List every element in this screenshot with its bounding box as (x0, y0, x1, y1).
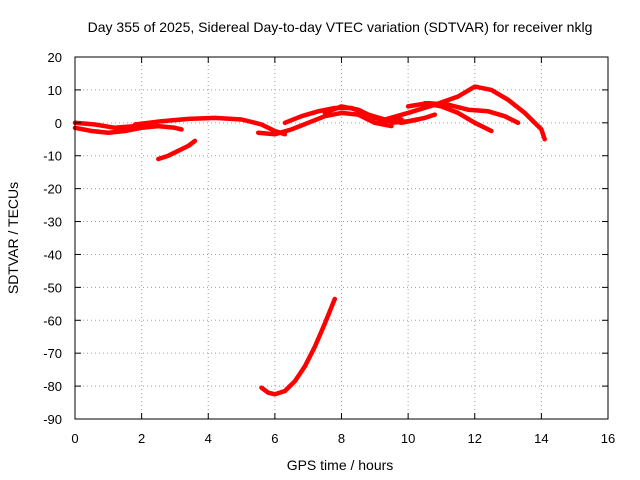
chart-title: Day 355 of 2025, Sidereal Day-to-day VTE… (88, 19, 593, 35)
chart: 0 2 4 6 8 10 12 14 16 20 10 0 -10 -20 -30 -40 -50 -60 -70 -… (0, 0, 640, 480)
series-arc-4 (158, 141, 195, 159)
x-axis-label: GPS time / hours (287, 457, 394, 473)
x-tick-label: 10 (401, 431, 415, 446)
y-tick-label: -70 (43, 346, 62, 361)
x-tick-label: 4 (205, 431, 212, 446)
y-tick-label: 20 (48, 50, 62, 65)
x-tick-label: 2 (138, 431, 145, 446)
y-tick-label: -20 (43, 182, 62, 197)
series-arc-12 (262, 299, 335, 394)
y-tick-label: -40 (43, 247, 62, 262)
series-arc-8 (385, 87, 545, 140)
y-tick-label: -50 (43, 280, 62, 295)
y-axis-label: SDTVAR / TECUs (5, 182, 21, 294)
y-tick-label: 0 (55, 116, 62, 131)
x-tick-label: 0 (71, 431, 78, 446)
x-tick-label: 12 (468, 431, 482, 446)
y-tick-label: -90 (43, 412, 62, 427)
y-tick-label: -30 (43, 215, 62, 230)
x-tick-label: 14 (534, 431, 548, 446)
x-tick-label: 6 (271, 431, 278, 446)
x-tick-label: 8 (338, 431, 345, 446)
series-layer (75, 87, 545, 395)
y-tick-label: -60 (43, 313, 62, 328)
y-tick-label: -80 (43, 379, 62, 394)
y-tick-label: -10 (43, 149, 62, 164)
x-tick-label: 16 (601, 431, 615, 446)
y-tick-label: 10 (48, 83, 62, 98)
